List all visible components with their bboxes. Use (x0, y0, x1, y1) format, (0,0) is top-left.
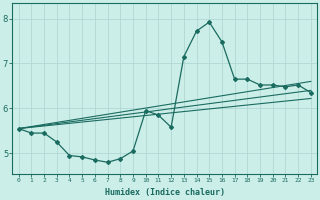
X-axis label: Humidex (Indice chaleur): Humidex (Indice chaleur) (105, 188, 225, 197)
